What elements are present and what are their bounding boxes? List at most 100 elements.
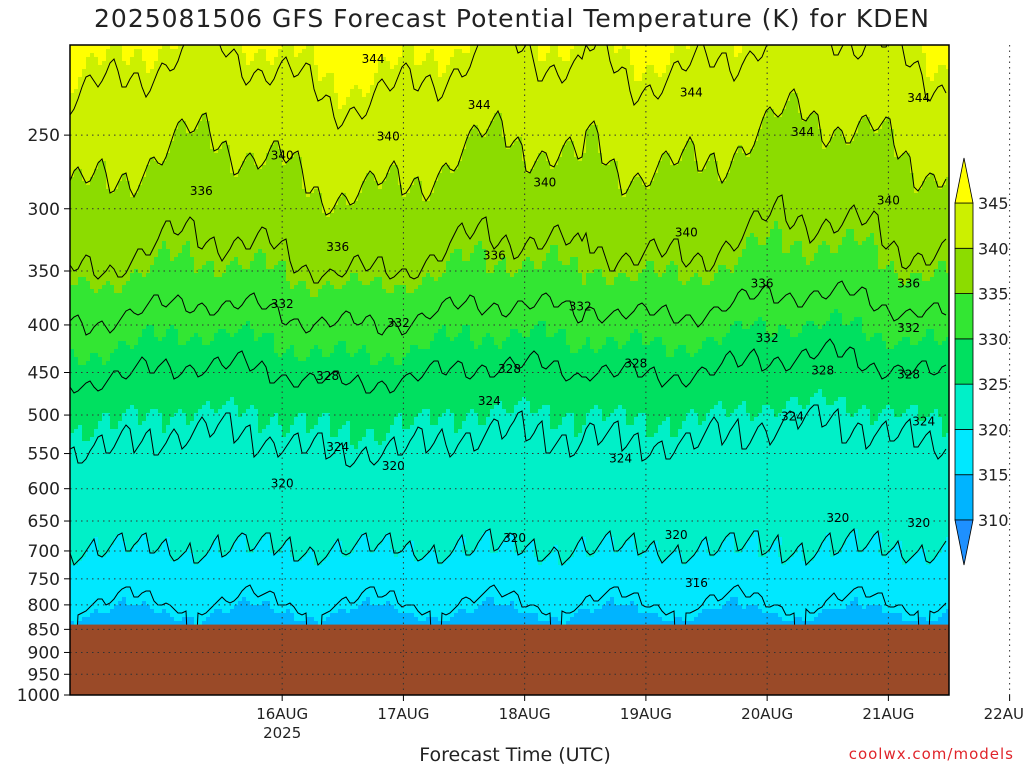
heatmap-cell <box>158 225 163 230</box>
heatmap-cell <box>110 361 115 366</box>
heatmap-cell <box>110 225 115 230</box>
heatmap-cell <box>166 237 171 242</box>
heatmap-cell <box>146 149 151 154</box>
heatmap-cell <box>114 269 119 274</box>
heatmap-cell <box>122 237 127 242</box>
heatmap-cell <box>86 569 91 574</box>
heatmap-cell <box>98 577 103 582</box>
heatmap-cell <box>138 373 143 378</box>
heatmap-cell <box>186 353 191 358</box>
heatmap-cell <box>122 329 127 334</box>
heatmap-cell <box>110 393 115 398</box>
heatmap-cell <box>174 517 179 522</box>
heatmap-cell <box>178 337 183 342</box>
heatmap-cell <box>134 277 139 282</box>
heatmap-cell <box>182 605 187 610</box>
heatmap-cell <box>114 237 119 242</box>
heatmap-cell <box>110 485 115 490</box>
heatmap-cell <box>174 105 179 110</box>
heatmap-cell <box>114 457 119 462</box>
heatmap-cell <box>170 121 175 126</box>
heatmap-cell <box>118 281 123 286</box>
heatmap-cell <box>102 525 107 530</box>
heatmap-cell <box>142 241 147 246</box>
heatmap-cell <box>114 421 119 426</box>
heatmap-cell <box>178 477 183 482</box>
heatmap-cell <box>182 161 187 166</box>
heatmap-cell <box>170 497 175 502</box>
heatmap-cell <box>78 49 83 54</box>
heatmap-cell <box>86 501 91 506</box>
heatmap-cell <box>142 601 147 606</box>
heatmap-cell <box>134 349 139 354</box>
heatmap-cell <box>106 49 111 54</box>
heatmap-cell <box>74 149 79 154</box>
heatmap-cell <box>166 421 171 426</box>
heatmap-cell <box>146 61 151 66</box>
heatmap-cell <box>114 241 119 246</box>
heatmap-cell <box>134 377 139 382</box>
heatmap-cell <box>178 301 183 306</box>
heatmap-cell <box>158 317 163 322</box>
heatmap-cell <box>118 605 123 610</box>
heatmap-cell <box>178 485 183 490</box>
heatmap-cell <box>82 201 87 206</box>
heatmap-cell <box>182 289 187 294</box>
heatmap-cell <box>74 169 79 174</box>
heatmap-cell <box>82 73 87 78</box>
heatmap-cell <box>86 401 91 406</box>
heatmap-cell <box>106 185 111 190</box>
heatmap-cell <box>154 65 159 70</box>
heatmap-cell <box>122 501 127 506</box>
heatmap-cell <box>106 369 111 374</box>
heatmap-cell <box>166 369 171 374</box>
heatmap-cell <box>162 277 167 282</box>
heatmap-cell <box>178 69 183 74</box>
heatmap-cell <box>186 493 191 498</box>
heatmap-cell <box>166 93 171 98</box>
heatmap-cell <box>70 249 75 254</box>
heatmap-cell <box>106 437 111 442</box>
heatmap-cell <box>138 613 143 618</box>
heatmap-cell <box>118 205 123 210</box>
heatmap-cell <box>94 341 99 346</box>
heatmap-cell <box>174 473 179 478</box>
heatmap-cell <box>158 529 163 534</box>
heatmap-cell <box>74 369 79 374</box>
heatmap-cell <box>154 525 159 530</box>
heatmap-cell <box>174 405 179 410</box>
heatmap-cell <box>82 173 87 178</box>
heatmap-cell <box>130 465 135 470</box>
heatmap-cell <box>110 601 115 606</box>
heatmap-cell <box>174 129 179 134</box>
heatmap-cell <box>90 225 95 230</box>
heatmap-cell <box>142 261 147 266</box>
heatmap-cell <box>174 281 179 286</box>
heatmap-cell <box>166 377 171 382</box>
heatmap-cell <box>74 533 79 538</box>
heatmap-cell <box>94 249 99 254</box>
heatmap-cell <box>134 601 139 606</box>
heatmap-cell <box>178 273 183 278</box>
heatmap-cell <box>178 89 183 94</box>
heatmap-cell <box>134 489 139 494</box>
heatmap-cell <box>114 129 119 134</box>
heatmap-cell <box>186 505 191 510</box>
heatmap-cell <box>94 553 99 558</box>
heatmap-cell <box>98 197 103 202</box>
heatmap-cell <box>178 97 183 102</box>
heatmap-cell <box>162 601 167 606</box>
heatmap-cell <box>138 557 143 562</box>
heatmap-cell <box>106 109 111 114</box>
heatmap-cell <box>126 197 131 202</box>
heatmap-cell <box>126 241 131 246</box>
heatmap-cell <box>130 165 135 170</box>
heatmap-cell <box>114 373 119 378</box>
heatmap-cell <box>162 621 167 626</box>
heatmap-cell <box>122 133 127 138</box>
heatmap-cell <box>74 185 79 190</box>
heatmap-cell <box>86 213 91 218</box>
heatmap-cell <box>178 525 183 530</box>
heatmap-cell <box>74 381 79 386</box>
heatmap-cell <box>182 133 187 138</box>
